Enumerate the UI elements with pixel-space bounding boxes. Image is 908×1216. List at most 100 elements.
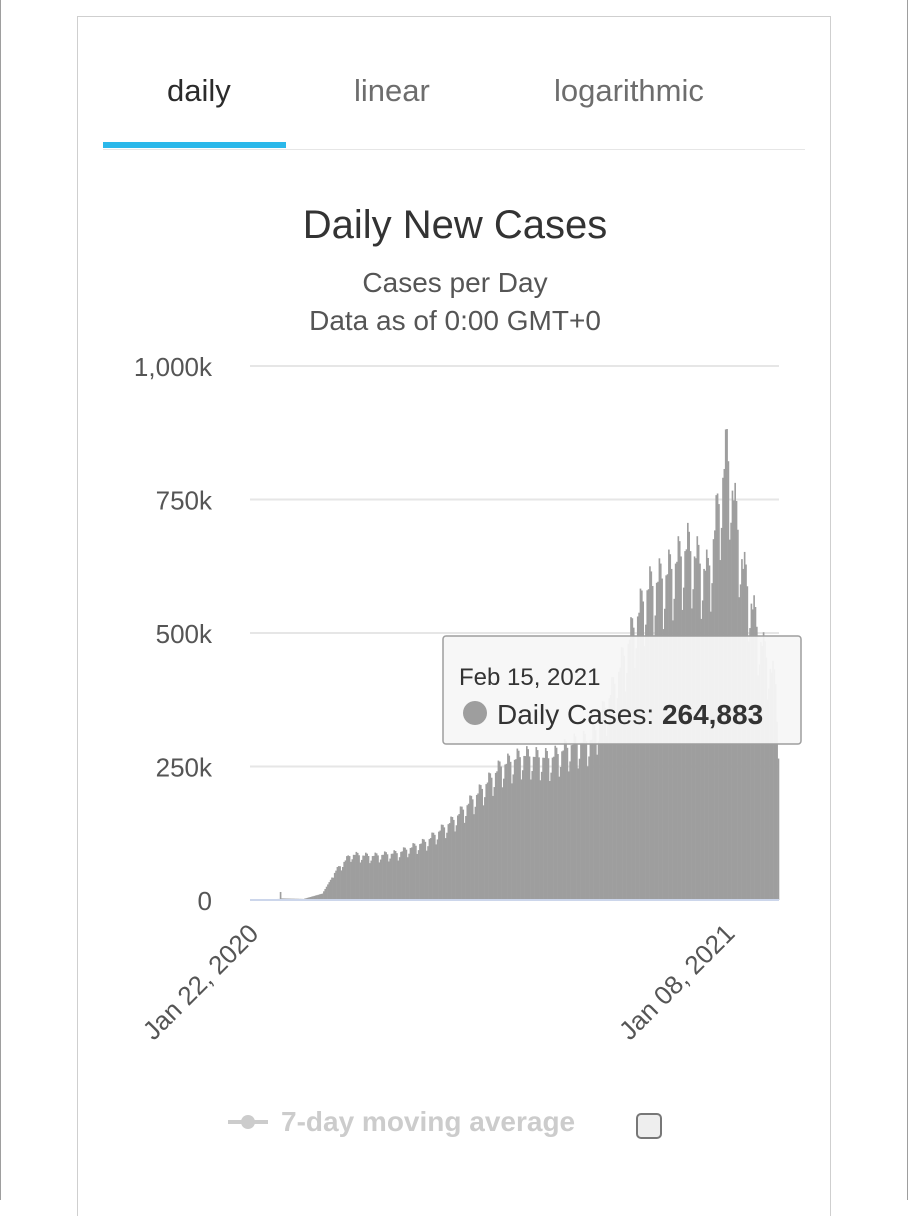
- bar[interactable]: [603, 701, 605, 900]
- bar[interactable]: [390, 853, 393, 900]
- bar[interactable]: [461, 806, 463, 900]
- bar[interactable]: [415, 845, 417, 900]
- bar[interactable]: [348, 856, 351, 900]
- bar[interactable]: [337, 866, 340, 900]
- bar[interactable]: [691, 608, 693, 900]
- bar[interactable]: [378, 862, 381, 900]
- bar[interactable]: [347, 855, 350, 900]
- bar[interactable]: [569, 761, 571, 900]
- bar[interactable]: [628, 639, 631, 900]
- bar[interactable]: [325, 886, 328, 900]
- bar[interactable]: [764, 641, 766, 900]
- bar[interactable]: [436, 839, 439, 900]
- bar[interactable]: [396, 853, 398, 900]
- bar[interactable]: [471, 799, 474, 900]
- bar[interactable]: [654, 615, 657, 900]
- bar[interactable]: [419, 844, 421, 900]
- bar[interactable]: [550, 772, 552, 900]
- bar[interactable]: [331, 877, 333, 900]
- bar[interactable]: [534, 756, 536, 900]
- bar[interactable]: [634, 668, 636, 900]
- bar[interactable]: [517, 750, 520, 900]
- bar[interactable]: [355, 851, 358, 900]
- bar[interactable]: [574, 736, 577, 900]
- bar[interactable]: [559, 767, 562, 900]
- bar[interactable]: [375, 853, 378, 900]
- bar[interactable]: [332, 877, 335, 900]
- bar[interactable]: [346, 856, 348, 900]
- bar[interactable]: [319, 894, 321, 900]
- bar[interactable]: [646, 590, 649, 900]
- legend-7day-moving-average[interactable]: 7-day moving average: [228, 1106, 575, 1137]
- bar[interactable]: [323, 891, 325, 900]
- bar[interactable]: [501, 787, 504, 900]
- bar[interactable]: [370, 860, 373, 900]
- bar[interactable]: [762, 632, 765, 900]
- bar[interactable]: [336, 867, 339, 900]
- bar[interactable]: [467, 803, 470, 900]
- bar[interactable]: [511, 783, 513, 900]
- bar[interactable]: [458, 814, 460, 900]
- bar[interactable]: [462, 809, 465, 900]
- bar[interactable]: [538, 757, 540, 900]
- bar[interactable]: [420, 843, 423, 901]
- bar[interactable]: [424, 841, 427, 900]
- bar[interactable]: [777, 758, 780, 900]
- bar[interactable]: [409, 847, 412, 900]
- bar[interactable]: [758, 664, 761, 900]
- bar[interactable]: [586, 766, 589, 900]
- bar[interactable]: [470, 795, 473, 900]
- bar[interactable]: [623, 655, 626, 900]
- bar[interactable]: [638, 612, 640, 900]
- bar[interactable]: [482, 805, 485, 900]
- bar[interactable]: [512, 774, 515, 900]
- bar[interactable]: [567, 771, 570, 900]
- bar[interactable]: [596, 754, 598, 900]
- bar[interactable]: [373, 855, 375, 900]
- bar[interactable]: [624, 691, 627, 900]
- bar[interactable]: [532, 756, 535, 900]
- bar[interactable]: [400, 851, 402, 900]
- bar[interactable]: [328, 882, 331, 900]
- bar[interactable]: [673, 598, 676, 900]
- bar[interactable]: [531, 771, 534, 900]
- bar[interactable]: [354, 854, 356, 900]
- bar[interactable]: [563, 739, 566, 900]
- bar[interactable]: [429, 838, 432, 900]
- bar[interactable]: [616, 698, 619, 900]
- bar[interactable]: [365, 852, 367, 900]
- bar[interactable]: [766, 699, 769, 900]
- bar[interactable]: [557, 754, 559, 900]
- bar[interactable]: [553, 756, 555, 900]
- bar[interactable]: [751, 609, 754, 900]
- bar[interactable]: [519, 757, 521, 900]
- bar[interactable]: [392, 853, 394, 900]
- tab-daily[interactable]: daily: [167, 73, 231, 108]
- bar[interactable]: [555, 747, 558, 900]
- bar[interactable]: [359, 862, 362, 901]
- bar[interactable]: [585, 741, 588, 900]
- bar[interactable]: [535, 747, 538, 900]
- bar[interactable]: [478, 784, 481, 900]
- bar[interactable]: [327, 884, 329, 900]
- bar[interactable]: [386, 854, 389, 900]
- bar[interactable]: [454, 831, 456, 900]
- bar[interactable]: [601, 701, 604, 900]
- bar[interactable]: [309, 897, 312, 900]
- bar[interactable]: [473, 814, 475, 900]
- bar[interactable]: [388, 861, 390, 900]
- bar[interactable]: [547, 758, 550, 900]
- bar[interactable]: [645, 624, 647, 900]
- bar[interactable]: [435, 844, 437, 900]
- bar[interactable]: [398, 857, 401, 900]
- bar[interactable]: [416, 853, 419, 900]
- bar[interactable]: [750, 603, 753, 900]
- bar[interactable]: [615, 714, 617, 900]
- bar[interactable]: [446, 832, 448, 900]
- bar[interactable]: [565, 741, 567, 900]
- bar[interactable]: [773, 669, 776, 900]
- bar[interactable]: [600, 717, 603, 900]
- bar[interactable]: [385, 852, 387, 900]
- bar[interactable]: [443, 827, 446, 900]
- bar[interactable]: [366, 853, 368, 900]
